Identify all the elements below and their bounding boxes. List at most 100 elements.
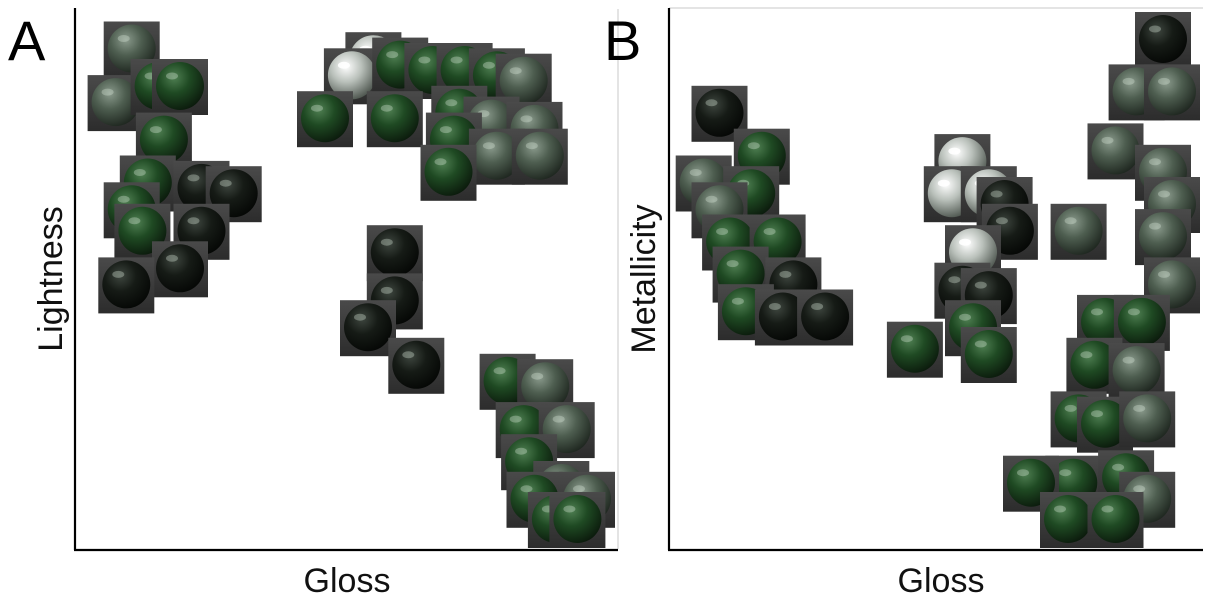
sphere-highlight bbox=[959, 313, 971, 321]
sphere-highlight bbox=[1149, 25, 1161, 33]
sphere-highlight bbox=[705, 99, 718, 107]
sphere-marker bbox=[1091, 495, 1140, 543]
sphere-highlight bbox=[1101, 505, 1114, 513]
panel-a-sphere-point bbox=[366, 225, 423, 282]
sphere-highlight bbox=[1064, 217, 1077, 225]
sphere-highlight bbox=[380, 238, 393, 246]
sphere-highlight bbox=[1149, 158, 1161, 166]
sphere-highlight bbox=[166, 254, 178, 262]
panel-b-sphere-point bbox=[1050, 203, 1107, 260]
sphere-marker bbox=[964, 330, 1013, 378]
sphere-highlight bbox=[731, 297, 744, 305]
sphere-highlight bbox=[900, 335, 913, 343]
sphere-highlight bbox=[1133, 404, 1146, 412]
sphere-highlight bbox=[1091, 308, 1103, 316]
sphere-marker bbox=[1070, 340, 1119, 389]
sphere-highlight bbox=[1133, 485, 1146, 493]
panel-a-sphere-point bbox=[98, 257, 155, 314]
sphere-highlight bbox=[779, 270, 792, 278]
sphere-marker bbox=[424, 147, 473, 196]
sphere-highlight bbox=[689, 169, 702, 176]
panel-b-sphere-point bbox=[1135, 12, 1191, 68]
sphere-highlight bbox=[1149, 222, 1161, 230]
panel-a-sphere-point bbox=[511, 128, 568, 185]
panel-a-sphere-point bbox=[152, 241, 208, 298]
panel-b-markers bbox=[675, 12, 1200, 548]
panel-a: A Gloss Lightness bbox=[8, 8, 619, 597]
sphere-marker bbox=[370, 228, 419, 277]
sphere-marker bbox=[344, 303, 392, 352]
panel-b-sphere-point bbox=[1119, 391, 1176, 448]
sphere-marker bbox=[499, 56, 548, 105]
panel-a-sphere-point bbox=[538, 402, 595, 459]
sphere-highlight bbox=[101, 88, 114, 96]
sphere-highlight bbox=[763, 228, 776, 235]
sphere-marker bbox=[1148, 67, 1196, 116]
sphere-highlight bbox=[1017, 469, 1029, 477]
sphere-highlight bbox=[990, 190, 1003, 198]
panel-a-sphere-point bbox=[297, 91, 353, 148]
sphere-highlight bbox=[520, 115, 533, 123]
sphere-highlight bbox=[705, 195, 718, 203]
sphere-highlight bbox=[311, 104, 323, 112]
sphere-highlight bbox=[1122, 77, 1135, 85]
panel-a-label: A bbox=[8, 9, 46, 72]
sphere-highlight bbox=[187, 217, 200, 225]
sphere-highlight bbox=[337, 61, 350, 69]
sphere-highlight bbox=[995, 217, 1008, 225]
sphere-marker bbox=[695, 88, 744, 137]
sphere-highlight bbox=[1158, 77, 1170, 85]
sphere-marker bbox=[1054, 206, 1103, 255]
sphere-highlight bbox=[520, 485, 533, 493]
panel-b-sphere-point bbox=[1087, 492, 1144, 548]
sphere-marker bbox=[758, 292, 807, 341]
panel-a-sphere-point bbox=[549, 492, 606, 548]
sphere-highlight bbox=[959, 238, 971, 246]
sphere-highlight bbox=[149, 126, 162, 134]
sphere-highlight bbox=[418, 56, 431, 64]
sphere-highlight bbox=[515, 447, 528, 455]
sphere-highlight bbox=[948, 147, 961, 155]
sphere-marker bbox=[890, 324, 939, 373]
panel-a-sphere-point bbox=[366, 91, 423, 148]
panel-a-y-axis-title: Lightness bbox=[32, 206, 70, 352]
sphere-highlight bbox=[482, 142, 495, 150]
sphere-highlight bbox=[386, 51, 399, 59]
panel-b-sphere-point bbox=[1135, 209, 1191, 266]
sphere-highlight bbox=[117, 35, 130, 42]
panel-b-sphere-point bbox=[691, 85, 748, 142]
sphere-marker bbox=[139, 115, 188, 164]
sphere-marker bbox=[1139, 15, 1187, 63]
sphere-highlight bbox=[434, 158, 447, 166]
sphere-highlight bbox=[525, 142, 538, 150]
sphere-highlight bbox=[974, 281, 987, 289]
panel-a-x-axis-title: Gloss bbox=[304, 562, 391, 597]
panel-b-sphere-point bbox=[960, 327, 1017, 383]
sphere-highlight bbox=[439, 126, 452, 134]
sphere-marker bbox=[1139, 212, 1187, 261]
sphere-marker bbox=[472, 131, 521, 180]
sphere-highlight bbox=[402, 351, 415, 359]
sphere-highlight bbox=[1158, 190, 1170, 198]
sphere-highlight bbox=[531, 372, 544, 380]
panel-b-x-axis-title: Gloss bbox=[898, 562, 985, 597]
panel-b-sphere-point bbox=[1144, 64, 1200, 121]
panel-b-sphere-point bbox=[886, 321, 943, 378]
panel-a-sphere-point bbox=[152, 59, 208, 115]
panel-a-sphere-point bbox=[388, 337, 445, 394]
sphere-marker bbox=[521, 362, 570, 411]
sphere-highlight bbox=[117, 195, 130, 203]
sphere-marker bbox=[1123, 394, 1172, 443]
sphere-highlight bbox=[354, 313, 366, 321]
sphere-highlight bbox=[128, 217, 141, 225]
sphere-marker bbox=[553, 495, 602, 543]
sphere-highlight bbox=[133, 169, 146, 176]
sphere-marker bbox=[1081, 399, 1129, 448]
panel-b-sphere-point bbox=[1108, 343, 1165, 400]
sphere-highlight bbox=[450, 56, 463, 64]
sphere-highlight bbox=[937, 179, 950, 187]
sphere-highlight bbox=[1091, 410, 1103, 418]
sphere-highlight bbox=[552, 415, 565, 423]
panel-b-sphere-point bbox=[797, 289, 854, 346]
sphere-marker bbox=[301, 94, 349, 143]
